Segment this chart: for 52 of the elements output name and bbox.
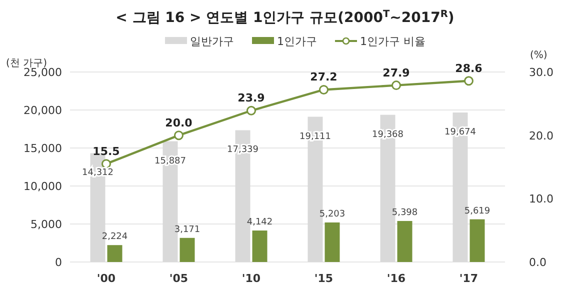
x-tick-label: '00 <box>96 272 116 285</box>
data-label: 19,111 <box>300 132 331 142</box>
data-label: 19,674 <box>444 127 476 138</box>
data-label: 14,312 <box>82 168 114 178</box>
chart-title: < 그림 16 > 연도별 1인가구 규모(2000$^{T}$~2017$^{R}$) <box>116 8 454 26</box>
point <box>174 130 184 140</box>
x-tick-label: '16 <box>386 272 406 285</box>
x-tick-label: '17 <box>459 272 478 285</box>
bar <box>324 222 340 262</box>
y2-tick-label: 0.0 <box>529 256 546 269</box>
y2-tick-label: 20.0 <box>529 129 554 142</box>
x-tick-label: '15 <box>314 272 334 285</box>
y-tick-label: 25,000 <box>24 66 62 79</box>
bar <box>252 230 268 262</box>
y-tick-label: 5,000 <box>30 218 62 231</box>
data-label: 5,619 <box>464 206 490 216</box>
legend-label: 일반가구 <box>190 35 234 48</box>
x-tick-label: '10 <box>242 272 261 285</box>
data-label: 15.5 <box>92 144 120 158</box>
point <box>246 106 256 116</box>
data-label: 20.0 <box>165 116 193 130</box>
data-label: 3,171 <box>174 224 200 235</box>
bar <box>470 219 485 262</box>
data-label: 4,142 <box>246 218 273 228</box>
legend-label: 1인가구 <box>277 35 317 48</box>
x-tick-label: '05 <box>169 272 188 285</box>
data-label: 2,224 <box>102 232 128 242</box>
point <box>102 159 111 169</box>
y2-axis-title: (%) <box>530 50 548 61</box>
data-label: 28.6 <box>455 62 483 75</box>
data-label: 17,339 <box>227 145 259 156</box>
y2-tick-label: 10.0 <box>529 192 554 206</box>
data-label: 15,887 <box>154 156 186 166</box>
point <box>319 84 328 94</box>
point <box>392 80 401 90</box>
data-label: 27.9 <box>382 66 410 80</box>
y-axis-title: (천 가구) <box>6 58 48 69</box>
legend-label: 1인가구 비율 <box>360 35 426 48</box>
y-tick-label: 0 <box>55 256 62 269</box>
y-tick-label: 15,000 <box>24 142 62 155</box>
data-label: 5,203 <box>319 209 346 220</box>
y2-tick-label: 30.0 <box>529 66 554 79</box>
y-tick-label: 10,000 <box>24 180 62 193</box>
bar <box>397 220 412 262</box>
data-label: 19,368 <box>372 130 404 140</box>
y-tick-label: 20,000 <box>24 104 62 117</box>
bar <box>180 238 195 262</box>
data-label: 27.2 <box>310 70 338 84</box>
data-label: 5,398 <box>392 208 418 218</box>
data-label: 23.9 <box>238 92 265 105</box>
point <box>464 76 474 86</box>
bar <box>107 245 122 262</box>
